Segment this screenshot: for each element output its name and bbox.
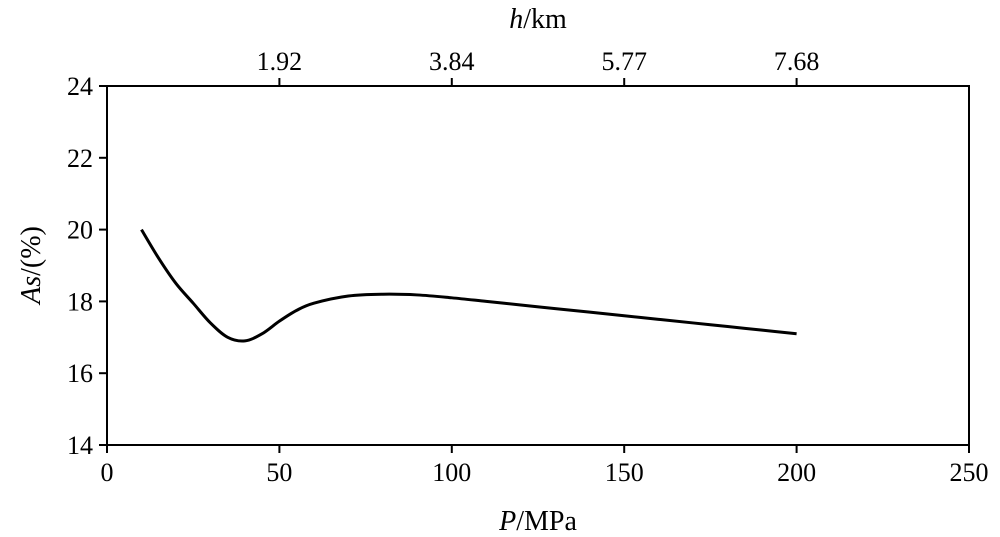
y-tick-label: 18 [67,287,93,316]
top-tick-label: 5.77 [601,47,647,76]
x-tick-label: 200 [777,458,816,487]
x-tick-label: 0 [101,458,114,487]
top-axis-label: h/km [509,4,567,35]
y-tick-label: 14 [67,431,93,460]
y-axis: 14 16 18 20 22 24 [67,72,107,460]
y-tick-label: 16 [67,359,93,388]
x-tick-label: 150 [605,458,644,487]
y-tick-label: 24 [67,72,93,101]
x-tick-label: 250 [950,458,989,487]
top-tick-label: 3.84 [429,47,475,76]
series-line [140,228,797,343]
top-axis: 1.92 3.84 5.77 7.68 [257,47,820,86]
top-tick-label: 7.68 [774,47,820,76]
top-tick-label: 1.92 [257,47,303,76]
y-axis-label: As/(%) [16,226,47,306]
x-axis: 0 50 100 150 200 250 [101,445,989,487]
x-axis-label: P/MPa [498,506,577,537]
y-tick-label: 20 [67,216,93,245]
series-layer [140,228,797,343]
plot-frame [106,85,970,446]
x-tick-label: 100 [432,458,471,487]
y-tick-label: 22 [67,144,93,173]
x-tick-label: 50 [266,458,292,487]
